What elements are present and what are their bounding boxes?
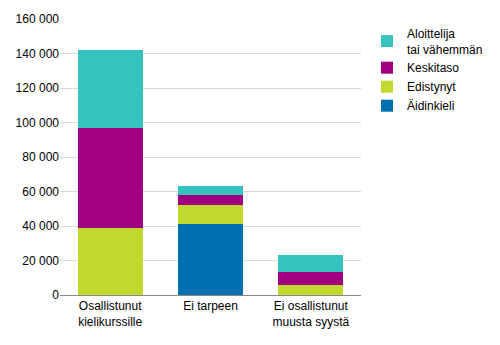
svg-text:Keskitaso: Keskitaso [407, 61, 459, 75]
svg-text:Osallistunutkielikurssille: Osallistunutkielikurssille [78, 299, 142, 329]
svg-text:100 000: 100 000 [16, 116, 60, 130]
svg-text:60 000: 60 000 [22, 185, 59, 199]
svg-text:Ei osallistunutmuusta syystä: Ei osallistunutmuusta syystä [272, 299, 349, 329]
svg-text:80 000: 80 000 [22, 150, 59, 164]
svg-text:160 000: 160 000 [16, 12, 60, 26]
svg-text:Aloittelijatai vähemmän: Aloittelijatai vähemmän [407, 27, 482, 57]
svg-text:140 000: 140 000 [16, 47, 60, 61]
svg-text:20 000: 20 000 [22, 254, 59, 268]
svg-text:Edistynyt: Edistynyt [407, 80, 456, 94]
svg-text:0: 0 [52, 288, 59, 302]
svg-text:Äidinkieli: Äidinkieli [407, 99, 454, 113]
svg-text:Ei tarpeen: Ei tarpeen [183, 299, 238, 313]
svg-text:120 000: 120 000 [16, 81, 60, 95]
svg-text:40 000: 40 000 [22, 219, 59, 233]
